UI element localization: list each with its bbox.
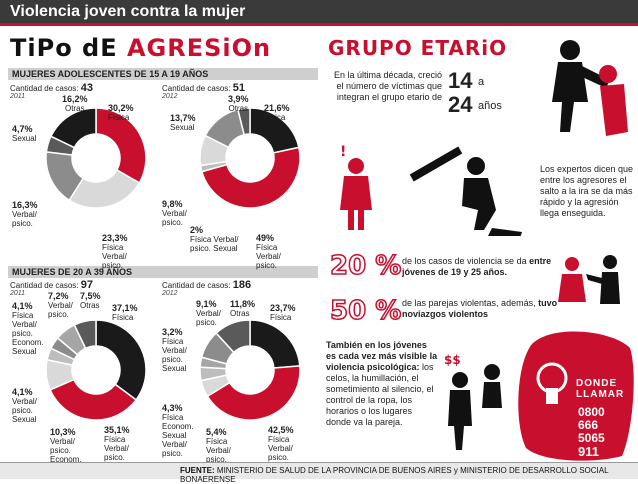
year-label: 2011 bbox=[10, 93, 26, 100]
age-a: a bbox=[478, 76, 485, 88]
band-adolescentes: MUJERES ADOLESCENTES DE 15 A 19 AÑOS bbox=[8, 68, 318, 80]
slice-label-fvs: 3,2% Física Verbal/ psico. Sexual bbox=[162, 327, 187, 374]
slice-label-otras: 16,2% Otras bbox=[62, 94, 88, 114]
cases-value: 43 bbox=[80, 82, 93, 94]
stat-text-20: de los casos de violencia se da entre jó… bbox=[402, 256, 562, 278]
svg-text:$$: $$ bbox=[444, 353, 461, 367]
cases-count-3: Cantidad de casos: 97 bbox=[10, 279, 93, 291]
footer-text: MINISTERIO DE SALUD DE LA PROVINCIA DE B… bbox=[180, 466, 609, 484]
page-title: Violencia joven contra la mujer bbox=[10, 3, 246, 20]
donut-slice-5 bbox=[236, 107, 251, 136]
stat-value-20: 20 % bbox=[329, 250, 402, 282]
age-anos: años bbox=[478, 100, 502, 112]
llamar-label: DONDE LLAMAR bbox=[576, 378, 624, 400]
slice-label-fisica-verbal: 42,5% Física Verbal/ psico. bbox=[268, 425, 294, 463]
grupo-text: En la última década, creció el número de… bbox=[333, 70, 442, 102]
header-bar: Violencia joven contra la mujer bbox=[0, 0, 638, 26]
slice-label-verbal-sexual: 4,1% Verbal/ psico. Sexual bbox=[12, 387, 37, 425]
age-to: 24 bbox=[448, 92, 473, 117]
slice-label-fisica-verbal: 35,1% Física Verbal/ psico. bbox=[104, 425, 130, 463]
psico-text: También en los jóvenes es cada vez más v… bbox=[326, 340, 438, 428]
svg-text:!: ! bbox=[340, 144, 346, 160]
cases-label: Cantidad de casos: bbox=[10, 84, 79, 93]
donut-chart-adultas-2012 bbox=[199, 319, 301, 421]
slice-label-verbal: 7,2% Verbal/ psico. bbox=[48, 291, 73, 320]
title-part-a: TiPo dE bbox=[10, 34, 127, 62]
donut-slice-1 bbox=[49, 378, 138, 421]
cases-value: 97 bbox=[80, 279, 93, 291]
phone-c: 5065 bbox=[578, 431, 605, 445]
cases-value: 186 bbox=[232, 279, 252, 291]
slice-label-verbal-econom: 10,3% Verbal/ psico. Econom. bbox=[50, 427, 82, 465]
phone-a: 0800 bbox=[578, 405, 605, 419]
stat-text-b: tuvo noviazgos violentos bbox=[402, 298, 558, 319]
cases-label: Cantidad de casos: bbox=[162, 84, 231, 93]
stat-text-b: entre jóvenes de 19 y 25 años. bbox=[402, 256, 552, 277]
slice-label-verbal: 9,1% Verbal/ psico. bbox=[196, 299, 221, 328]
llamar-a: DONDE bbox=[576, 378, 618, 389]
cases-value: 51 bbox=[232, 82, 245, 94]
slice-label-fisica-verbal-sexual: 2% Física Verbal/ psico. Sexual bbox=[190, 225, 239, 254]
slice-label-otras: 11,8% Otras bbox=[230, 299, 256, 319]
stat-value-50: 50 % bbox=[329, 295, 402, 327]
stat-text-50: de las parejas violentas, además, tuvo n… bbox=[402, 298, 562, 320]
call-splash-icon bbox=[518, 331, 634, 461]
year-label: 2012 bbox=[162, 290, 178, 297]
phone-b: 666 bbox=[578, 418, 599, 432]
cases-label: Cantidad de casos: bbox=[162, 281, 231, 290]
phone-number[interactable]: 0800 666 5065 bbox=[578, 406, 605, 445]
footer-prefix: FUENTE: bbox=[180, 466, 215, 475]
year-label: 2011 bbox=[10, 290, 26, 297]
slice-label-verbal: 16,3% Verbal/ psico. bbox=[12, 200, 38, 229]
section-title-grupo: GRUPO ETARiO bbox=[328, 36, 508, 60]
slice-label-fes: 4,3% Física Econom. Sexual Verbal/ psico. bbox=[162, 403, 194, 459]
slice-label-fve: 4,1% Física Verbal/ psico. Econom. Sexual bbox=[12, 301, 44, 357]
donut-slice-0 bbox=[95, 107, 147, 184]
donut-chart-adolescentes-2011 bbox=[45, 107, 147, 209]
cases-count-2: Cantidad de casos: 51 bbox=[162, 82, 245, 94]
slice-label-sexual: 13,7% Sexual bbox=[170, 113, 196, 133]
donut-slice-1 bbox=[206, 365, 301, 421]
expertos-text: Los expertos dicen que entre los agresor… bbox=[540, 164, 634, 218]
donut-chart-adolescentes-2012 bbox=[199, 107, 301, 209]
slice-label-fisica: 21,6% Física bbox=[264, 103, 290, 123]
stat-text-a: de los casos de violencia se da bbox=[402, 256, 530, 266]
age-from: 14 bbox=[448, 68, 473, 93]
control-pictogram-icon: $$ bbox=[444, 353, 502, 450]
couple-pictogram-icon bbox=[558, 255, 620, 304]
psico-bold: También en los jóvenes es cada vez más v… bbox=[326, 340, 438, 372]
llamar-b: LLAMAR bbox=[576, 389, 625, 400]
donut-slice-6 bbox=[73, 319, 97, 350]
donut-slice-0 bbox=[95, 319, 147, 401]
slice-label-otras: 3,9% Otras bbox=[228, 94, 249, 114]
donut-slice-6 bbox=[215, 319, 251, 354]
source-footer: FUENTE: MINISTERIO DE SALUD DE LA PROVIN… bbox=[0, 462, 638, 484]
slice-label-fisica-verbal: 23,3% Física Verbal/ psico. bbox=[102, 233, 128, 271]
cases-count-4: Cantidad de casos: 186 bbox=[162, 279, 251, 291]
slice-label-fisica: 30,2% Física bbox=[108, 103, 134, 123]
slice-label-fisica: 23,7% Física bbox=[270, 303, 296, 323]
year-label: 2012 bbox=[162, 93, 178, 100]
anger-pictogram-icon: ! bbox=[340, 144, 522, 236]
slice-label-fisica-verbal: 49% Física Verbal/ psico. bbox=[256, 233, 281, 271]
stat-text-a: de las parejas violentas, además, bbox=[402, 298, 539, 308]
cases-count-1: Cantidad de casos: 43 bbox=[10, 82, 93, 94]
psico-rest: los celos, la humillación, el sometimien… bbox=[326, 362, 434, 427]
section-title-agresion: TiPo dE AGRESiOn bbox=[10, 34, 271, 62]
cases-label: Cantidad de casos: bbox=[10, 281, 79, 290]
donut-chart-adultas-2011 bbox=[45, 319, 147, 421]
emergency-number[interactable]: 911 bbox=[578, 444, 599, 459]
slice-label-fisica: 37,1% Física bbox=[112, 303, 138, 323]
slice-label-verbal: 9,8% Verbal/ psico. bbox=[162, 199, 187, 228]
slice-label-sexual: 4,7% Sexual bbox=[12, 124, 37, 144]
band-adultas: MUJERES DE 20 A 39 AÑOS bbox=[8, 266, 318, 278]
slice-label-otras: 7,5% Otras bbox=[80, 291, 101, 311]
donut-slice-1 bbox=[200, 146, 301, 209]
title-part-b: AGRESiOn bbox=[126, 34, 272, 62]
donut-slice-4 bbox=[49, 107, 97, 149]
aggressor-pictogram-icon bbox=[552, 40, 628, 136]
donut-slice-0 bbox=[249, 319, 301, 369]
